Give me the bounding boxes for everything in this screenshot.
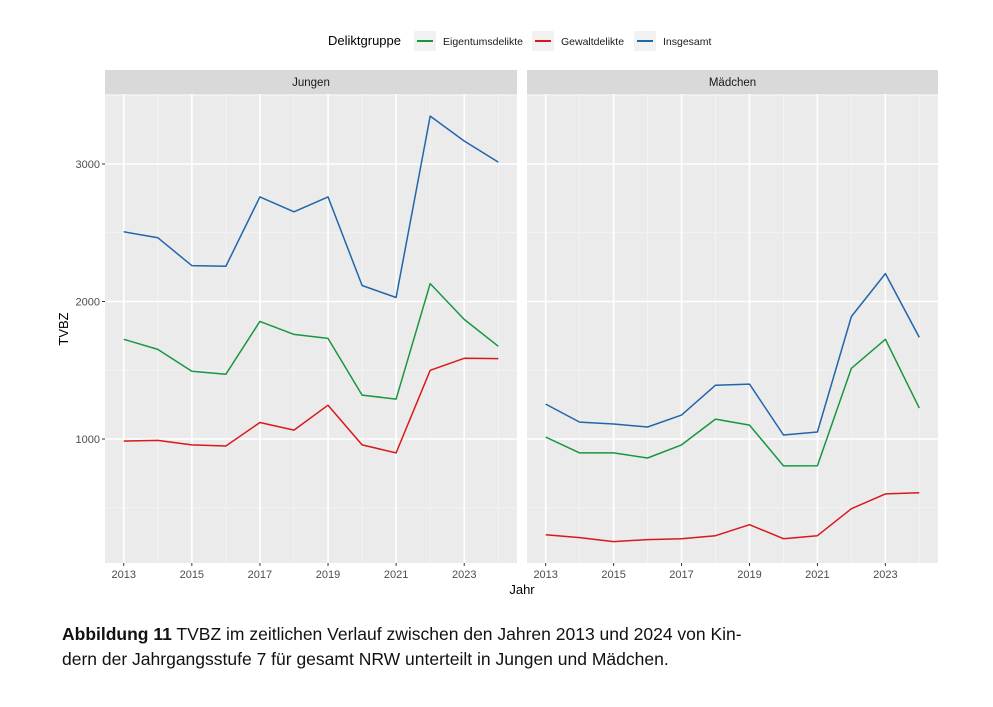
x-tick-label: 2019 (737, 569, 761, 581)
x-tick-label: 2013 (111, 569, 135, 581)
x-tick-label: 2013 (533, 569, 557, 581)
series-line-gewaltdelikte (545, 492, 920, 543)
figure-caption-line-1: TVBZ im zeitlichen Verlauf zwischen den … (171, 624, 742, 644)
legend: Deliktgruppe Eigentumsdelikte Gewaltdelikt… (328, 31, 712, 51)
y-tick-label: 3000 (76, 159, 100, 171)
panel-background (527, 94, 938, 563)
y-tick-label: 1000 (76, 434, 100, 446)
x-tick-label: 2021 (805, 569, 829, 581)
y-axis-title: TVBZ (56, 312, 71, 345)
legend-label: Gewaltdelikte (561, 36, 624, 48)
legend-item: Eigentumsdelikte (414, 31, 523, 51)
x-tick-label: 2023 (452, 569, 476, 581)
figure-caption: Abbildung 11 TVBZ im zeitlichen Verlauf … (62, 622, 942, 672)
series-line-insgesamt (545, 272, 920, 436)
facet-strip-label: Jungen (292, 77, 330, 89)
x-tick-label: 2023 (873, 569, 897, 581)
series-line-eigentumsdelikte (545, 338, 920, 467)
legend-item: Insgesamt (634, 31, 712, 51)
x-axis-title: Jahr (509, 582, 535, 597)
legend-label: Eigentumsdelikte (443, 36, 523, 48)
legend-item: Gewaltdelikte (532, 31, 624, 51)
facet-panel-0: Jungen 2013 2015 2017 2019 2021 2023 1000 2000 30… (76, 70, 517, 581)
series-line-gewaltdelikte (123, 357, 499, 454)
legend-label: Insgesamt (663, 36, 712, 48)
x-tick-label: 2015 (601, 569, 625, 581)
facet-strip-label: Mädchen (709, 77, 756, 89)
legend-title: Deliktgruppe (328, 33, 401, 48)
figure-caption-label: Abbildung 11 (62, 624, 172, 644)
facet-strip (105, 70, 517, 94)
figure-caption-line-2: dern der Jahrgangsstufe 7 für gesamt NRW… (62, 649, 669, 669)
line-chart: Deliktgruppe Eigentumsdelikte Gewaltdelikt… (56, 31, 938, 597)
series-line-eigentumsdelikte (123, 282, 499, 400)
x-tick-label: 2021 (384, 569, 408, 581)
x-tick-label: 2019 (316, 569, 340, 581)
panel-background (105, 94, 517, 563)
x-tick-label: 2015 (180, 569, 204, 581)
series-line-insgesamt (123, 115, 499, 299)
facet-strip (527, 70, 938, 94)
x-tick-label: 2017 (669, 569, 693, 581)
facet-panels: Jungen 2013 2015 2017 2019 2021 2023 1000 2000 30… (76, 70, 938, 581)
y-tick-label: 2000 (76, 297, 100, 309)
facet-panel-1: Mädchen 2013 2015 2017 2019 2021 2023 (527, 70, 938, 581)
x-tick-label: 2017 (248, 569, 272, 581)
